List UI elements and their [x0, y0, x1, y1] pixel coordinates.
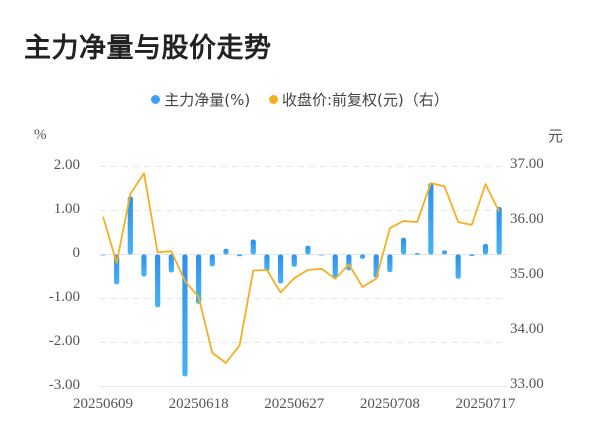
- net-volume-bars: [100, 183, 502, 377]
- close-price-line: [102, 172, 500, 364]
- left-axis-tick: 2.00: [53, 156, 80, 173]
- net-volume-bar: [114, 254, 120, 285]
- legend-item-net-volume[interactable]: 主力净量(%): [151, 89, 250, 110]
- net-volume-bar: [168, 254, 174, 273]
- net-volume-bar: [414, 253, 420, 255]
- net-volume-bar: [277, 254, 284, 284]
- left-axis-unit: %: [34, 127, 47, 143]
- net-volume-bar: [400, 237, 407, 255]
- net-volume-bar: [305, 245, 311, 255]
- gridlines: [100, 166, 507, 387]
- net-volume-bar: [455, 254, 461, 279]
- left-axis-tick: 1.00: [53, 200, 80, 217]
- left-axis-tick: -2.00: [48, 332, 80, 349]
- net-volume-bar: [428, 183, 434, 255]
- net-volume-bar: [359, 254, 366, 259]
- left-axis-tick: -1.00: [48, 288, 80, 305]
- net-volume-bar: [209, 254, 215, 267]
- right-axis-tick: 37.00: [510, 156, 544, 172]
- net-volume-bar: [441, 250, 448, 255]
- legend-label: 收盘价:前复权(元)（右）: [281, 91, 449, 109]
- orange-dot-icon: [268, 95, 278, 104]
- legend-label: 主力净量(%): [164, 91, 251, 109]
- net-volume-bar: [332, 254, 338, 278]
- right-axis-tick: 33.00: [510, 376, 544, 392]
- blue-dot-icon: [151, 95, 161, 104]
- legend: 主力净量(%) 收盘价:前复权(元)（右）: [0, 89, 600, 110]
- net-volume-bar: [264, 254, 270, 272]
- x-axis-tick: 20250717: [455, 396, 516, 412]
- right-axis-unit: 元: [548, 129, 564, 145]
- net-volume-bar: [469, 254, 475, 256]
- x-axis-tick: 20250609: [73, 396, 133, 412]
- net-volume-bar: [196, 254, 202, 304]
- right-axis-tick: 36.00: [510, 211, 544, 227]
- net-volume-bar: [482, 243, 489, 255]
- chart-title: 主力净量与股价走势: [24, 33, 272, 64]
- net-volume-bar: [237, 254, 243, 257]
- net-volume-bar: [127, 196, 133, 255]
- x-axis-tick: 20250627: [264, 396, 325, 412]
- net-volume-bar: [250, 239, 256, 255]
- net-volume-bar: [291, 254, 297, 267]
- right-axis-tick: 34.00: [510, 321, 544, 337]
- net-volume-bar: [223, 248, 229, 255]
- x-axis-tick: 20250708: [359, 396, 420, 412]
- x-axis-tick: 20250618: [168, 396, 229, 412]
- net-volume-bar: [100, 254, 106, 256]
- net-volume-bar: [496, 206, 502, 255]
- net-volume-bar: [155, 254, 161, 308]
- net-volume-bar: [141, 254, 147, 277]
- left-axis-tick: 0: [72, 244, 81, 261]
- net-volume-bar: [182, 254, 188, 377]
- left-axis-tick: -3.00: [48, 376, 80, 393]
- legend-item-close-price[interactable]: 收盘价:前复权(元)（右）: [268, 89, 449, 110]
- net-volume-bar: [387, 254, 393, 273]
- right-axis-tick: 35.00: [510, 266, 544, 282]
- net-volume-bar: [318, 254, 325, 256]
- close-price-line: [102, 172, 500, 364]
